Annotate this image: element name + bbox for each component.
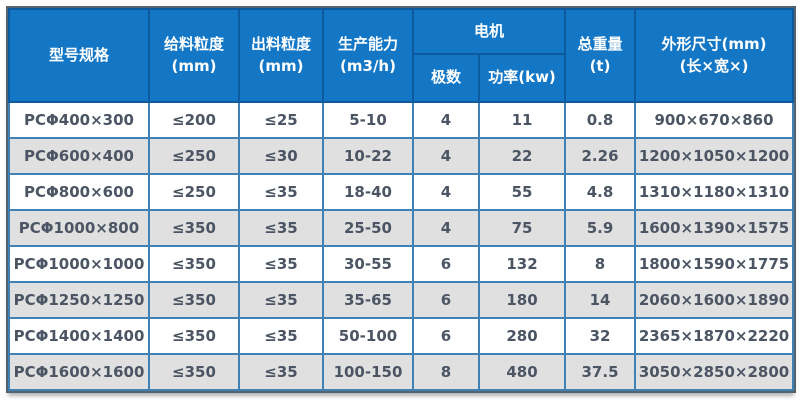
cell-model: PCΦ1000×1000: [8, 245, 150, 283]
cell-model: PCΦ1250×1250: [8, 281, 150, 319]
cell-power: 280: [477, 317, 567, 355]
cell-feed_size: ≤200: [148, 101, 240, 139]
cell-capacity: 35-65: [322, 281, 414, 319]
cell-feed_size: ≤250: [148, 137, 240, 175]
spec-table-frame: 型号规格 给料粒度 (mm) 出料粒度 (mm) 生产能力 (m3/h) 电机 …: [6, 6, 797, 393]
header-power: 功率(kw): [477, 53, 567, 103]
cell-dimensions: 1600×1390×1575: [634, 209, 795, 247]
cell-discharge_size: ≤35: [238, 281, 324, 319]
cell-dimensions: 1200×1050×1200: [634, 137, 795, 175]
cell-dimensions: 2365×1870×2220: [634, 317, 795, 355]
cell-poles: 4: [412, 137, 480, 175]
cell-model: PCΦ400×300: [8, 101, 150, 139]
cell-model: PCΦ1600×1600: [8, 353, 150, 391]
cell-feed_size: ≤350: [148, 281, 240, 319]
cell-feed_size: ≤350: [148, 353, 240, 391]
cell-capacity: 100-150: [322, 353, 414, 391]
cell-poles: 6: [412, 245, 480, 283]
spec-table: 型号规格 给料粒度 (mm) 出料粒度 (mm) 生产能力 (m3/h) 电机 …: [8, 8, 795, 391]
table-row: PCΦ1250×1250 ≤350 ≤35 35-65 6 180 14 2060×1600×…: [8, 281, 795, 319]
table-row: PCΦ800×600 ≤250 ≤35 18-40 4 55 4.8 1310×1180×13…: [8, 173, 795, 211]
header-poles: 极数: [412, 53, 480, 103]
cell-model: PCΦ800×600: [8, 173, 150, 211]
cell-discharge_size: ≤30: [238, 137, 324, 175]
cell-model: PCΦ1000×800: [8, 209, 150, 247]
cell-weight: 0.8: [564, 101, 637, 139]
cell-weight: 14: [564, 281, 637, 319]
spec-table-body: PCΦ400×300 ≤200 ≤25 5-10 4 11 0.8 900×670×860 PC…: [8, 101, 795, 391]
cell-dimensions: 3050×2850×2800: [634, 353, 795, 391]
cell-power: 480: [477, 353, 567, 391]
cell-weight: 2.26: [564, 137, 637, 175]
header-motor: 电机: [411, 8, 567, 55]
cell-discharge_size: ≤35: [238, 209, 324, 247]
cell-power: 22: [477, 137, 567, 175]
cell-capacity: 5-10: [322, 101, 414, 139]
cell-dimensions: 1310×1180×1310: [634, 173, 795, 211]
cell-weight: 37.5: [564, 353, 637, 391]
header-dimensions: 外形尺寸(mm) (长×宽×): [634, 8, 795, 103]
cell-dimensions: 900×670×860: [634, 101, 795, 139]
table-row: PCΦ1600×1600 ≤350 ≤35 100-150 8 480 37.5 3050×2…: [8, 353, 795, 391]
cell-poles: 4: [412, 209, 480, 247]
cell-power: 180: [477, 281, 567, 319]
header-weight: 总重量 (t): [564, 8, 637, 103]
cell-feed_size: ≤350: [148, 317, 240, 355]
cell-feed_size: ≤350: [148, 245, 240, 283]
cell-feed_size: ≤250: [148, 173, 240, 211]
cell-capacity: 50-100: [322, 317, 414, 355]
cell-discharge_size: ≤35: [238, 317, 324, 355]
cell-feed_size: ≤350: [148, 209, 240, 247]
cell-discharge_size: ≤25: [238, 101, 324, 139]
cell-weight: 4.8: [564, 173, 637, 211]
cell-capacity: 10-22: [322, 137, 414, 175]
cell-weight: 32: [564, 317, 637, 355]
cell-discharge_size: ≤35: [238, 245, 324, 283]
cell-dimensions: 1800×1590×1775: [634, 245, 795, 283]
header-capacity: 生产能力 (m3/h): [322, 8, 414, 103]
table-row: PCΦ1000×1000 ≤350 ≤35 30-55 6 132 8 1800×1590×1…: [8, 245, 795, 283]
cell-capacity: 25-50: [322, 209, 414, 247]
cell-poles: 4: [412, 101, 480, 139]
header-feed-size: 给料粒度 (mm): [148, 8, 240, 103]
cell-power: 11: [477, 101, 567, 139]
cell-dimensions: 2060×1600×1890: [634, 281, 795, 319]
table-row: PCΦ1000×800 ≤350 ≤35 25-50 4 75 5.9 1600×1390×1…: [8, 209, 795, 247]
header-model: 型号规格: [8, 8, 150, 103]
cell-discharge_size: ≤35: [238, 173, 324, 211]
cell-capacity: 30-55: [322, 245, 414, 283]
header-discharge-size: 出料粒度 (mm): [238, 8, 324, 103]
cell-power: 55: [477, 173, 567, 211]
table-row: PCΦ400×300 ≤200 ≤25 5-10 4 11 0.8 900×670×860: [8, 101, 795, 139]
cell-poles: 6: [412, 317, 480, 355]
cell-power: 132: [477, 245, 567, 283]
table-row: PCΦ600×400 ≤250 ≤30 10-22 4 22 2.26 1200×1050×1…: [8, 137, 795, 175]
cell-poles: 4: [412, 173, 480, 211]
cell-model: PCΦ1400×1400: [8, 317, 150, 355]
cell-discharge_size: ≤35: [238, 353, 324, 391]
cell-power: 75: [477, 209, 567, 247]
cell-weight: 8: [564, 245, 637, 283]
cell-capacity: 18-40: [322, 173, 414, 211]
cell-weight: 5.9: [564, 209, 637, 247]
cell-poles: 6: [412, 281, 480, 319]
cell-poles: 8: [412, 353, 480, 391]
cell-model: PCΦ600×400: [8, 137, 150, 175]
table-row: PCΦ1400×1400 ≤350 ≤35 50-100 6 280 32 2365×1870…: [8, 317, 795, 355]
